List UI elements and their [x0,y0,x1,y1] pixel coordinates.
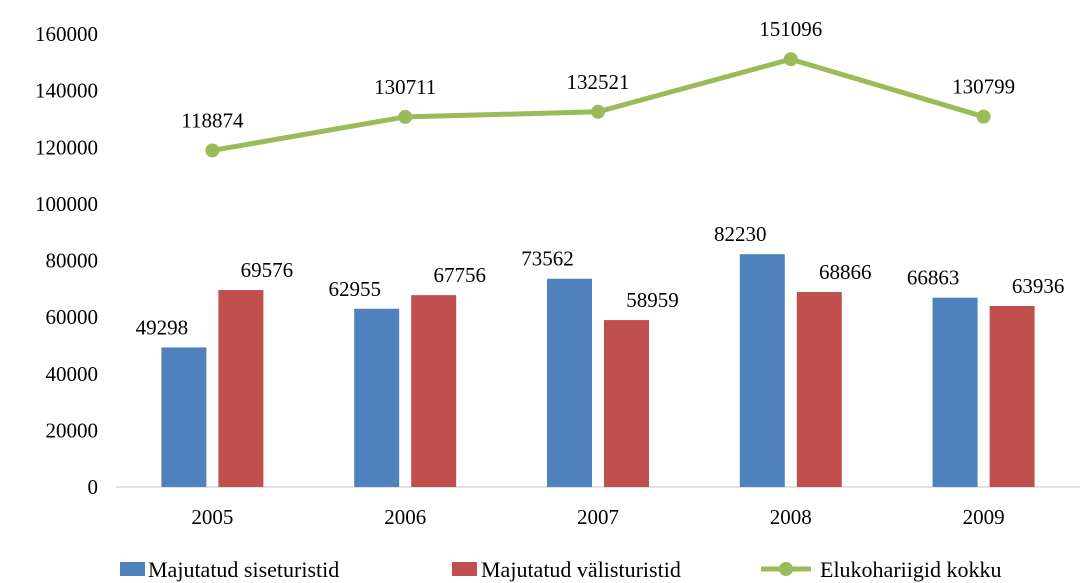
bar-series [161,254,1035,487]
bar-siseturistid [161,347,207,487]
x-tick-label: 2009 [963,505,1005,529]
bar-valisturistid [989,305,1035,487]
x-tick-label: 2007 [577,505,619,529]
line-point [205,143,220,158]
x-tick-label: 2008 [770,505,812,529]
line-point [591,104,605,119]
line-data-label: 130799 [952,75,1015,99]
line-point [976,109,991,124]
bar-data-label: 58959 [626,288,679,312]
x-tick-label: 2006 [384,505,426,529]
legend-label: Elukohariigid kokku [820,557,1001,582]
y-tick-label: 0 [88,475,99,499]
legend-label: Majutatud välisturistid [481,557,681,582]
y-tick-label: 60000 [46,305,99,329]
bar-data-label: 66863 [907,266,960,290]
legend-swatch-marker [779,562,793,576]
legend-swatch [120,562,145,576]
y-tick-label: 100000 [35,192,98,216]
bar-valisturistid [411,295,457,487]
bar-data-label: 82230 [714,222,767,246]
bar-data-label: 49298 [136,315,189,339]
line-point [783,52,798,67]
bar-siseturistid [739,254,785,487]
legend-swatch [452,562,477,576]
bar-data-label: 67756 [433,263,486,287]
bar-data-label: 69576 [241,258,294,282]
bar-valisturistid [604,320,649,487]
line-data-label: 132521 [567,70,630,94]
y-tick-label: 160000 [35,22,98,46]
bar-siseturistid [547,278,592,487]
line-point [398,109,413,124]
legend: Majutatud siseturistid Majutatud välistur… [120,557,1001,582]
line-data-label: 130711 [374,75,436,99]
bar-valisturistid [218,290,264,487]
y-tick-label: 140000 [35,79,98,103]
line-data-label: 118874 [181,108,244,132]
bar-data-label: 62955 [328,277,381,301]
line-series [205,52,991,158]
line-data-label: 151096 [759,17,822,41]
bar-siseturistid [354,308,400,487]
bar-data-label: 63936 [1012,274,1065,298]
x-tick-label: 2005 [191,505,233,529]
data-labels: 49298 62955 73562 82230 66863 69576 67756 58959… [136,17,1065,339]
y-axis: 0 20000 40000 60000 80000 100000 120000 140000 1… [35,22,98,499]
legend-label: Majutatud siseturistid [148,557,339,582]
x-axis: 2005 2006 2007 2008 2009 [116,486,1080,529]
y-tick-label: 80000 [46,249,99,273]
y-tick-label: 120000 [35,135,98,159]
y-tick-label: 40000 [46,362,99,386]
y-tick-label: 20000 [46,418,99,442]
bar-data-label: 73562 [521,247,574,271]
bar-valisturistid [796,292,842,487]
bar-siseturistid [932,297,978,487]
bar-data-label: 68866 [819,260,872,284]
